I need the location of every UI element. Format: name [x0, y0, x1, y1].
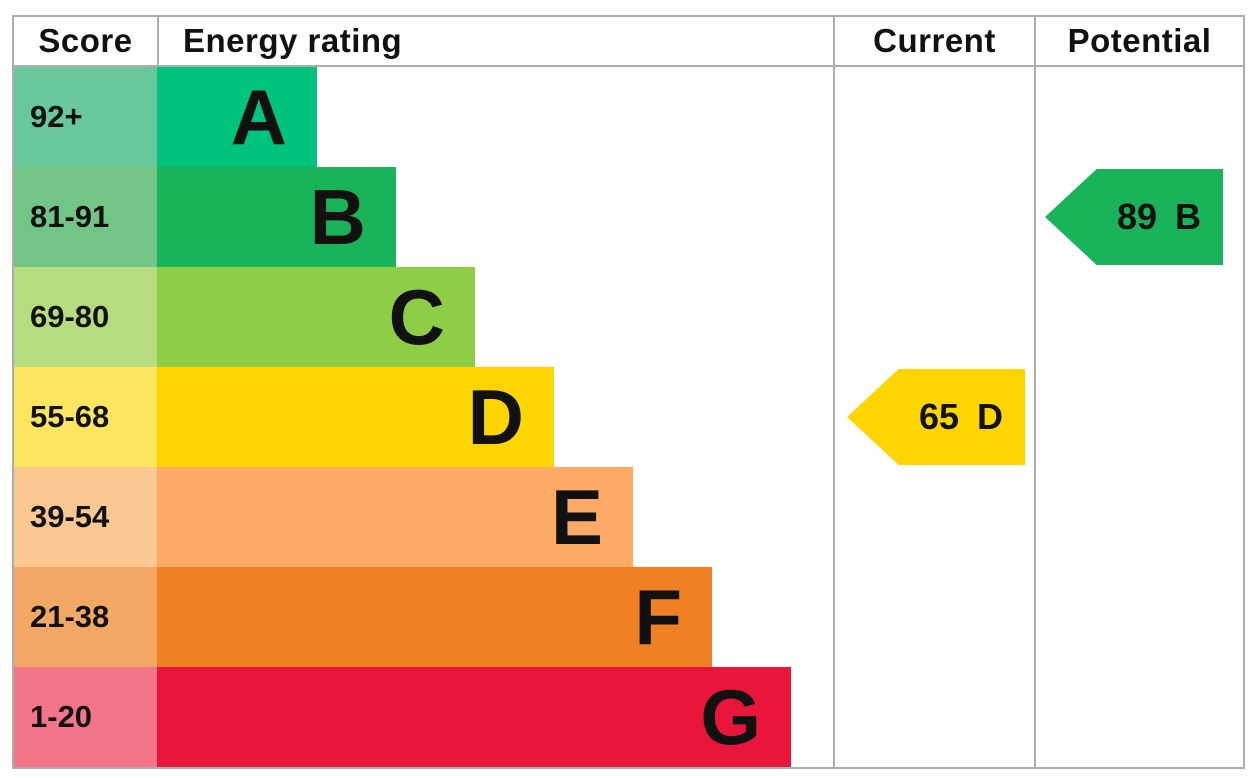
band-row-a: 92+ A: [14, 67, 833, 167]
score-range-g: 1-20: [14, 667, 157, 767]
epc-rating-chart: Score Energy rating Current Potential 92…: [12, 15, 1245, 769]
band-bar-g: G: [157, 667, 791, 767]
divider-energy-current: [833, 17, 835, 767]
potential-rating-value: 89: [1116, 196, 1158, 237]
current-rating-arrow: 65 D: [847, 369, 1025, 465]
band-letter-f: F: [634, 573, 682, 661]
score-range-f: 21-38: [14, 567, 157, 667]
score-range-a: 92+: [14, 67, 157, 167]
band-row-g: 1-20 G: [14, 667, 833, 767]
band-row-c: 69-80 C: [14, 267, 833, 367]
current-rating-value: 65: [918, 396, 960, 437]
header-current: Current: [873, 22, 996, 59]
band-letter-a: A: [230, 73, 287, 161]
band-letter-c: C: [388, 273, 445, 361]
divider-score-energy: [157, 17, 159, 67]
header-energy-rating: Energy rating: [183, 22, 403, 59]
header-score: Score: [38, 22, 133, 59]
band-row-e: 39-54 E: [14, 467, 833, 567]
score-range-d: 55-68: [14, 367, 157, 467]
score-range-c: 69-80: [14, 267, 157, 367]
band-bar-d: D: [157, 367, 554, 467]
potential-rating-band: B: [1175, 196, 1202, 237]
band-row-d: 55-68 D: [14, 367, 833, 467]
header-potential: Potential: [1067, 22, 1212, 59]
potential-rating-arrow: 89 B: [1045, 169, 1223, 265]
header-bottom-divider: [14, 65, 1243, 67]
band-row-b: 81-91 B: [14, 167, 833, 267]
band-bar-c: C: [157, 267, 475, 367]
band-letter-e: E: [550, 473, 603, 561]
current-rating-band: D: [977, 396, 1004, 437]
band-row-f: 21-38 F: [14, 567, 833, 667]
band-bar-f: F: [157, 567, 712, 667]
band-letter-d: D: [467, 373, 524, 461]
score-range-e: 39-54: [14, 467, 157, 567]
rating-bands: 92+ A 81-91 B 69-80 C 55-68 D 39-54 E 21-38 F 1-20 G: [14, 67, 833, 767]
band-bar-b: B: [157, 167, 396, 267]
score-range-b: 81-91: [14, 167, 157, 267]
band-bar-a: A: [157, 67, 317, 167]
band-letter-g: G: [700, 673, 761, 761]
band-letter-b: B: [309, 173, 366, 261]
band-bar-e: E: [157, 467, 633, 567]
divider-current-potential: [1034, 17, 1036, 767]
